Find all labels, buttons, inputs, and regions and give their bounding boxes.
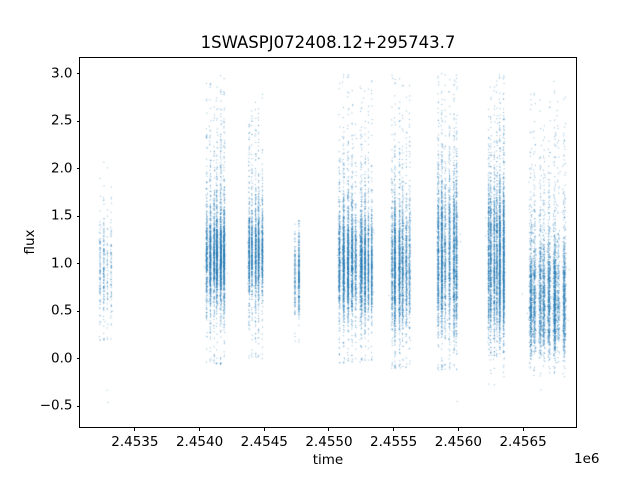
y-tick-mark	[76, 263, 80, 265]
x-tick-mark	[199, 427, 201, 431]
x-tick-label: 2.4555	[370, 434, 418, 451]
x-tick-mark	[522, 427, 524, 431]
x-axis-label: time	[312, 452, 344, 468]
x-tick-label: 2.4540	[175, 434, 224, 451]
y-tick-label: 2.5	[51, 112, 73, 129]
x-tick-mark	[263, 427, 265, 431]
x-tick-label: 2.4550	[305, 434, 353, 451]
y-tick-label: −0.5	[39, 397, 73, 414]
x-axis-offset-label: 1e6	[574, 451, 600, 467]
y-tick-mark	[76, 168, 80, 170]
y-tick-label: 1.0	[51, 255, 73, 272]
y-tick-label: 3.0	[51, 65, 73, 82]
y-axis-label: flux	[22, 229, 38, 255]
y-tick-mark	[76, 405, 80, 407]
x-tick-label: 2.4565	[499, 434, 547, 451]
chart-title: 1SWASPJ072408.12+295743.7	[200, 33, 456, 52]
axes-box	[79, 56, 577, 429]
y-tick-label: 2.0	[51, 160, 73, 177]
y-tick-label: 1.5	[51, 207, 73, 224]
x-tick-mark	[328, 427, 330, 431]
y-tick-label: 0.5	[51, 302, 73, 319]
x-tick-label: 2.4535	[111, 434, 159, 451]
x-tick-label: 2.4545	[240, 434, 288, 451]
x-tick-mark	[134, 427, 136, 431]
y-tick-mark	[76, 120, 80, 122]
x-tick-label: 2.4560	[434, 434, 482, 451]
x-tick-mark	[457, 427, 459, 431]
y-tick-mark	[76, 358, 80, 360]
y-tick-mark	[76, 73, 80, 75]
x-tick-mark	[393, 427, 395, 431]
y-tick-label: 0.0	[51, 350, 73, 367]
y-tick-mark	[76, 215, 80, 217]
y-tick-mark	[76, 310, 80, 312]
